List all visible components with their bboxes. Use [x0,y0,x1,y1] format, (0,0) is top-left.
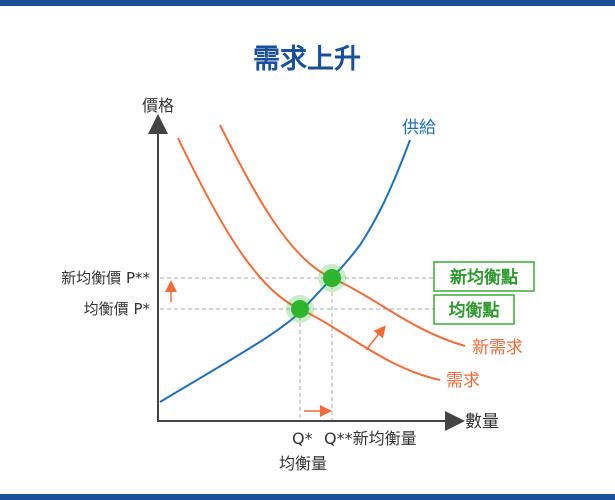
new-equilibrium-point-box [433,261,535,292]
diagram-title: 需求上升 [253,44,361,75]
top-bar [0,0,615,6]
q-star-label: Q* [292,429,313,448]
bottom-bar [0,494,615,500]
demand-curve [177,137,441,381]
q-star-star-label: Q**新均衡量 [324,429,417,448]
new-demand-curve [219,124,466,347]
new-equilibrium-point-text: 新均衡點 [450,267,518,288]
equilibrium-point-text: 均衡點 [449,300,500,321]
demand-label: 需求 [446,371,480,391]
new-equilibrium-dot [323,269,341,287]
equilibrium-quantity-label: 均衡量 [279,454,327,473]
new-demand-label: 新需求 [472,338,523,358]
equilibrium-dot [291,300,309,318]
equilibrium-price-label: 均衡價 P* [84,300,151,318]
x-axis-label: 數量 [465,412,499,432]
new-equilibrium-price-label: 新均衡價 P** [61,269,150,287]
y-axis-label: 價格 [142,96,174,115]
equilibrium-point-box [433,294,515,325]
demand-shift-arrow [365,325,386,351]
supply-label: 供給 [402,118,436,138]
